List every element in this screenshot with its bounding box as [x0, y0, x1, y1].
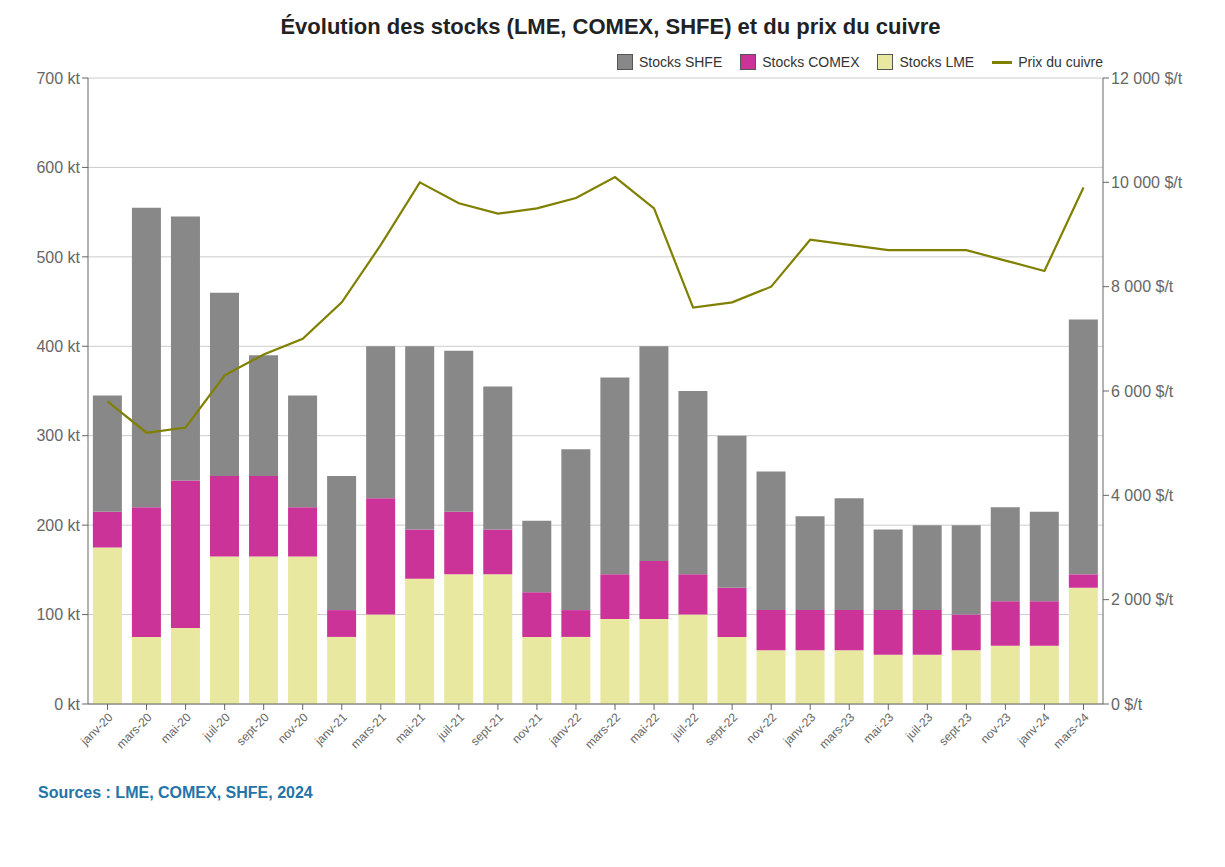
svg-text:sept-21: sept-21 — [468, 710, 506, 748]
svg-text:300 kt: 300 kt — [36, 427, 80, 444]
svg-text:nov-22: nov-22 — [743, 710, 779, 746]
svg-text:janv-24: janv-24 — [1014, 710, 1053, 749]
html-text:Évolution des stocks (LME, COM: Évolution des stocks (LME, COMEX, SHFE) … — [280, 14, 941, 39]
svg-text:200 kt: 200 kt — [36, 517, 80, 534]
svg-text:6 000 $/t: 6 000 $/t — [1111, 383, 1174, 400]
svg-text:100 kt: 100 kt — [36, 606, 80, 623]
svg-text:2 000 $/t: 2 000 $/t — [1111, 591, 1174, 608]
svg-text:0 kt: 0 kt — [54, 696, 80, 713]
svg-text:4 000 $/t: 4 000 $/t — [1111, 487, 1174, 504]
html-text:Sources : LME, COMEX, SHFE, 20: Sources : LME, COMEX, SHFE, 2024 — [38, 784, 313, 801]
svg-text:mai-20: mai-20 — [158, 710, 194, 746]
svg-text:juil-21: juil-21 — [434, 710, 467, 743]
svg-text:600 kt: 600 kt — [36, 159, 80, 176]
svg-text:mars-20: mars-20 — [114, 710, 155, 751]
svg-text:sept-22: sept-22 — [702, 710, 740, 748]
svg-text:nov-23: nov-23 — [978, 710, 1014, 746]
svg-text:nov-21: nov-21 — [509, 710, 545, 746]
svg-text:700 kt: 700 kt — [36, 70, 80, 87]
svg-text:12 000 $/t: 12 000 $/t — [1111, 70, 1183, 87]
html-text:Prix du cuivre: Prix du cuivre — [1018, 54, 1103, 70]
svg-text:juil-23: juil-23 — [902, 710, 935, 743]
svg-text:sept-20: sept-20 — [234, 710, 272, 748]
svg-text:0 $/t: 0 $/t — [1111, 696, 1143, 713]
svg-text:janv-21: janv-21 — [311, 710, 350, 749]
svg-text:mai-21: mai-21 — [392, 710, 428, 746]
html-text:Stocks COMEX: Stocks COMEX — [762, 54, 860, 70]
html-text:Stocks SHFE: Stocks SHFE — [639, 54, 723, 70]
svg-text:janv-23: janv-23 — [780, 710, 819, 749]
svg-text:janv-20: janv-20 — [77, 710, 116, 749]
svg-text:mai-23: mai-23 — [861, 710, 897, 746]
svg-text:sept-23: sept-23 — [936, 710, 974, 748]
svg-text:mars-23: mars-23 — [816, 710, 857, 751]
svg-text:juil-20: juil-20 — [200, 710, 233, 743]
svg-text:mars-22: mars-22 — [582, 710, 623, 751]
svg-text:mai-22: mai-22 — [626, 710, 662, 746]
svg-text:8 000 $/t: 8 000 $/t — [1111, 278, 1174, 295]
svg-text:juil-22: juil-22 — [668, 710, 701, 743]
svg-text:400 kt: 400 kt — [36, 338, 80, 355]
svg-text:janv-22: janv-22 — [546, 710, 585, 749]
svg-text:500 kt: 500 kt — [36, 249, 80, 266]
svg-text:mars-24: mars-24 — [1051, 710, 1092, 751]
svg-text:mars-21: mars-21 — [348, 710, 389, 751]
svg-text:nov-20: nov-20 — [275, 710, 311, 746]
svg-text:10 000 $/t: 10 000 $/t — [1111, 174, 1183, 191]
html-text:Stocks LME: Stocks LME — [899, 54, 975, 70]
